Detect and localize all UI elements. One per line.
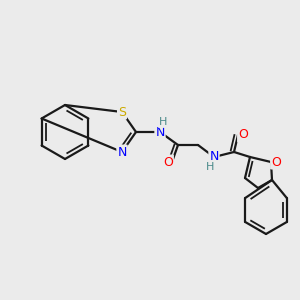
Text: H: H [206, 162, 214, 172]
Text: O: O [238, 128, 248, 142]
Text: H: H [159, 117, 167, 127]
Text: O: O [163, 155, 173, 169]
Text: O: O [271, 155, 281, 169]
Text: N: N [117, 146, 127, 158]
Text: S: S [118, 106, 126, 118]
Text: N: N [209, 151, 219, 164]
Text: N: N [155, 125, 165, 139]
